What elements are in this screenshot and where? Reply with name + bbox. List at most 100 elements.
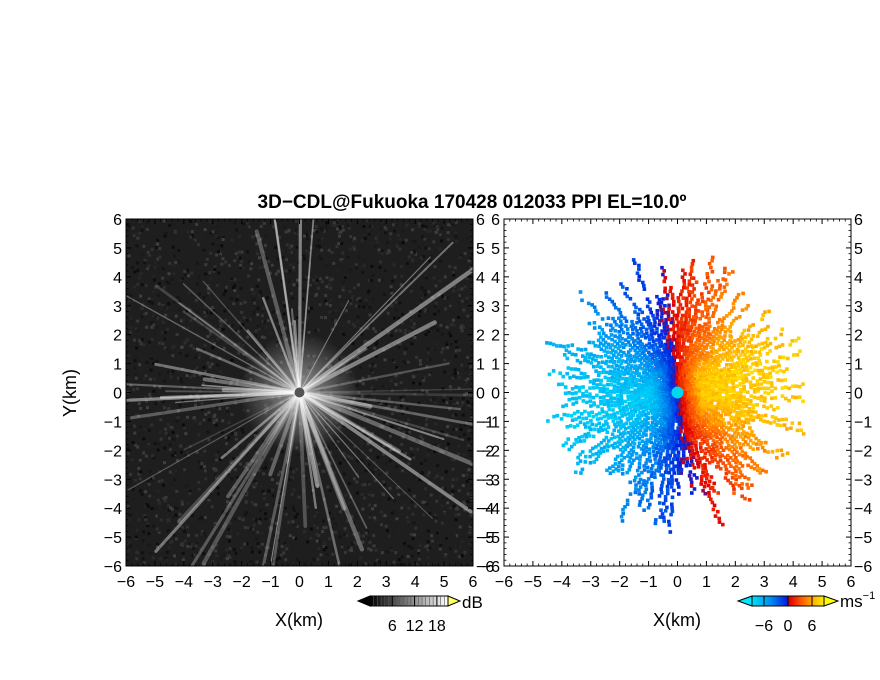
velocity-cell xyxy=(662,325,667,329)
noise-cell xyxy=(147,428,151,432)
noise-cell xyxy=(133,366,137,370)
noise-cell xyxy=(452,323,456,327)
velocity-cell xyxy=(612,435,617,440)
noise-cell xyxy=(467,443,470,447)
velocity-cell xyxy=(666,310,671,315)
noise-cell xyxy=(302,254,305,258)
velocity-cell xyxy=(646,334,651,338)
noise-cell xyxy=(186,352,190,356)
noise-cell xyxy=(464,230,468,234)
noise-cell xyxy=(338,531,342,535)
noise-cell xyxy=(462,308,466,312)
noise-cell xyxy=(429,398,433,402)
velocity-cell xyxy=(684,335,689,339)
velocity-cell xyxy=(588,386,592,390)
noise-cell xyxy=(174,562,178,566)
noise-cell xyxy=(321,550,325,554)
noise-cell xyxy=(197,538,201,542)
noise-cell xyxy=(127,517,131,521)
noise-cell xyxy=(158,385,162,389)
noise-cell xyxy=(422,379,426,383)
noise-cell xyxy=(296,230,300,234)
noise-cell xyxy=(180,450,183,454)
noise-cell xyxy=(144,454,148,458)
noise-cell xyxy=(426,556,430,560)
velocity-cell xyxy=(655,349,659,353)
noise-cell xyxy=(410,318,414,322)
velocity-cell xyxy=(755,379,760,383)
noise-cell xyxy=(381,278,385,282)
noise-cell xyxy=(265,296,269,300)
noise-cell xyxy=(361,429,365,433)
noise-cell xyxy=(201,382,205,386)
noise-cell xyxy=(451,484,455,488)
velocity-cell xyxy=(577,389,582,393)
noise-cell xyxy=(428,511,432,515)
noise-cell xyxy=(216,224,220,228)
noise-cell xyxy=(330,318,334,321)
noise-cell xyxy=(235,502,239,505)
noise-cell xyxy=(353,236,357,240)
noise-cell xyxy=(339,510,342,514)
velocity-cell xyxy=(725,388,729,393)
noise-cell xyxy=(410,411,414,415)
noise-cell xyxy=(456,371,460,375)
noise-cell xyxy=(289,472,293,476)
noise-cell xyxy=(389,448,392,452)
noise-cell xyxy=(172,438,176,441)
noise-cell xyxy=(347,548,351,552)
velocity-cell xyxy=(619,394,624,399)
velocity-cell xyxy=(775,370,779,375)
velocity-cell xyxy=(661,336,665,340)
noise-cell xyxy=(270,457,274,461)
noise-cell xyxy=(290,292,293,295)
noise-cell xyxy=(163,446,167,450)
noise-cell xyxy=(170,436,174,440)
noise-cell xyxy=(263,240,267,244)
velocity-cell xyxy=(688,350,693,354)
velocity-cell xyxy=(743,353,747,357)
noise-cell xyxy=(365,403,369,407)
noise-cell xyxy=(142,437,146,441)
noise-cell xyxy=(287,228,291,232)
noise-cell xyxy=(167,272,171,276)
velocity-cell xyxy=(582,422,587,426)
noise-cell xyxy=(330,251,334,254)
velocity-cell xyxy=(609,393,613,398)
noise-cell xyxy=(366,442,370,446)
noise-cell xyxy=(148,494,152,498)
velocity-cell xyxy=(593,344,598,348)
velocity-cell xyxy=(643,388,648,393)
velocity-cell xyxy=(577,395,582,400)
velocity-cell xyxy=(598,325,602,329)
noise-cell xyxy=(150,356,154,360)
velocity-cell xyxy=(670,296,675,300)
velocity-cell xyxy=(691,332,695,337)
velocity-cell xyxy=(570,418,575,422)
velocity-cell xyxy=(629,390,634,395)
velocity-cell xyxy=(605,387,610,391)
velocity-cell xyxy=(652,317,656,321)
noise-cell xyxy=(413,504,417,508)
velocity-cell xyxy=(608,371,612,375)
noise-cell xyxy=(430,444,434,448)
velocity-cell xyxy=(780,327,784,332)
velocity-cell xyxy=(579,348,584,352)
velocity-cell xyxy=(690,322,695,326)
velocity-cell xyxy=(575,375,579,380)
noise-cell xyxy=(369,490,373,494)
noise-cell xyxy=(426,244,430,248)
noise-cell xyxy=(373,516,377,520)
noise-cell xyxy=(230,250,234,254)
noise-cell xyxy=(346,255,350,259)
noise-cell xyxy=(446,346,450,350)
noise-cell xyxy=(158,255,162,259)
noise-cell xyxy=(250,483,254,487)
noise-cell xyxy=(367,463,371,467)
noise-cell xyxy=(312,278,316,282)
velocity-cell xyxy=(605,391,609,395)
velocity-cell xyxy=(617,423,621,427)
noise-cell xyxy=(152,298,156,302)
velocity-cell xyxy=(648,363,652,367)
noise-cell xyxy=(247,442,251,446)
